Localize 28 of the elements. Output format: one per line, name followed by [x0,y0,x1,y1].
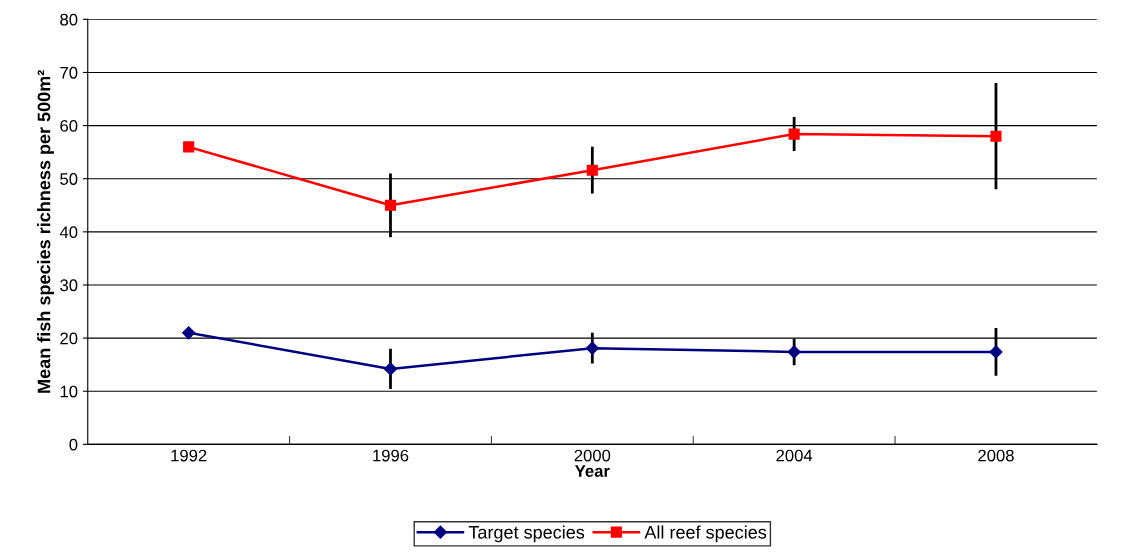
y-tick-label: 10 [60,385,78,398]
y-tick-label: 70 [60,66,78,79]
x-axis-title: Year [574,465,610,477]
y-tick-label: 50 [60,173,78,185]
point [586,164,598,176]
x-tick-label: 2000 [574,449,611,462]
legend-label: All reef species [644,525,767,543]
y-tick-label: 0 [69,438,78,451]
x-tick-label: 1996 [373,449,409,462]
x-tick-label: 2008 [978,449,1014,462]
point [182,326,196,340]
legend-label: Target species [468,525,585,543]
x-tick-label: 2004 [776,449,813,462]
point [384,199,397,211]
point [183,141,195,153]
point [787,345,801,359]
point [788,128,800,140]
y-tick-label: 60 [60,119,78,132]
point [585,341,599,355]
point [990,130,1002,142]
y-axis-title: Mean fish species richness per 500m² [37,70,54,393]
y-tick-label: 30 [60,279,78,292]
point [383,362,398,376]
y-tick-label: 80 [60,13,78,26]
x-tick-label: 1992 [171,449,207,462]
y-tick-label: 40 [59,226,78,239]
y-tick-label: 20 [60,332,78,345]
point [989,345,1003,359]
